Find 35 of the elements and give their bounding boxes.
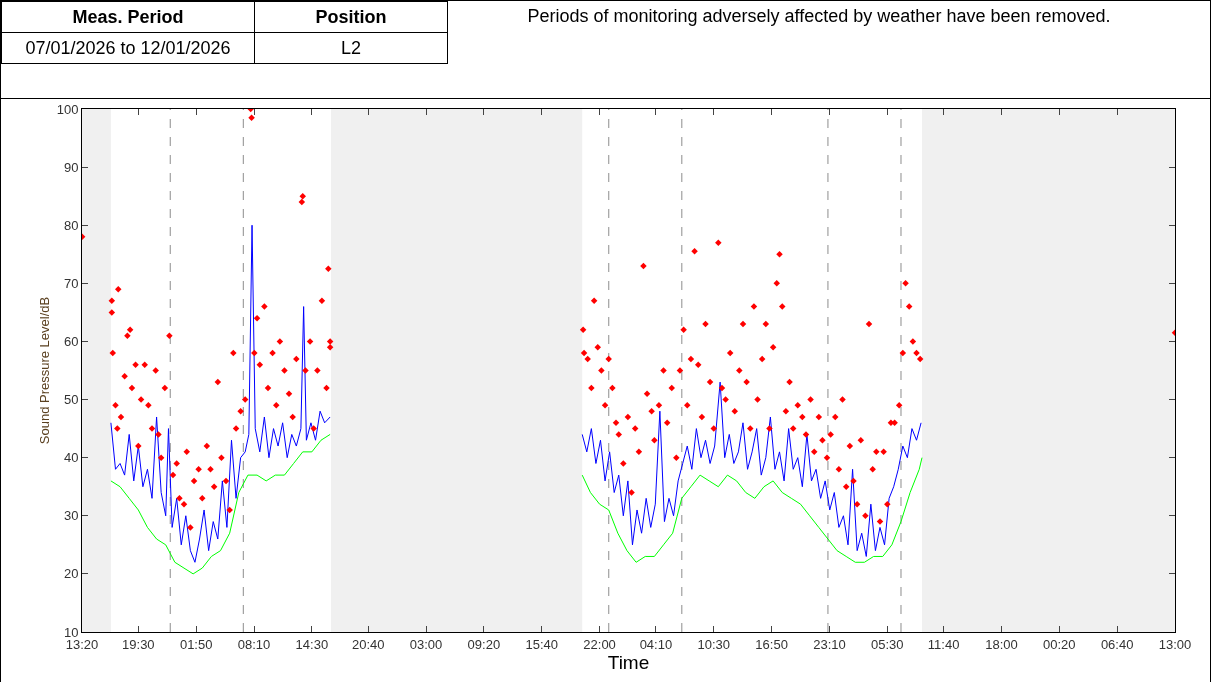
x-tick-label: 08:10: [237, 636, 271, 652]
x-tick-label: 09:20: [467, 636, 501, 652]
text: L2: [254, 32, 448, 64]
y-tick-label: 50: [63, 392, 79, 408]
x-tick-label: 20:40: [351, 636, 385, 652]
y-tick-label: 100: [56, 101, 79, 117]
text: Position: [254, 1, 448, 33]
text: Meas. Period: [1, 1, 255, 33]
x-tick-label: 10:30: [697, 636, 731, 652]
y-axis-title: Sound Pressure Level/dB: [36, 296, 52, 445]
x-axis-title: Time: [607, 651, 650, 673]
x-tick-label: 04:10: [639, 636, 673, 652]
x-tick-label: 15:40: [525, 636, 558, 652]
text: 07/01/2026 to 12/01/2026: [1, 32, 255, 64]
x-tick-label: 11:40: [927, 636, 960, 652]
x-tick-label: 19:30: [122, 636, 155, 652]
x-tick-label: 01:50: [179, 636, 213, 652]
x-tick-label: 00:20: [1043, 636, 1076, 652]
y-tick-label: 20: [63, 566, 79, 582]
x-tick-label: 14:30: [295, 636, 329, 652]
y-tick-label: 90: [63, 159, 79, 175]
x-tick-label: 23:10: [813, 636, 846, 652]
y-tick-label: 60: [63, 333, 79, 349]
x-tick-label: 18:00: [985, 636, 1018, 652]
y-tick-label: 80: [63, 217, 79, 233]
x-tick-label: 05:30: [871, 636, 904, 652]
x-tick-label: 22:00: [583, 636, 616, 652]
text: Periods of monitoring adversely affected by weather have been removed.: [526, 4, 1112, 28]
x-tick-label: 13:00: [1158, 636, 1192, 652]
x-tick-label: 03:00: [409, 636, 443, 652]
y-tick-label: 70: [63, 275, 79, 291]
y-tick-label: 30: [63, 508, 79, 524]
x-tick-label: 16:50: [755, 636, 788, 652]
x-tick-label: 06:40: [1100, 636, 1134, 652]
y-tick-label: 40: [63, 450, 79, 466]
